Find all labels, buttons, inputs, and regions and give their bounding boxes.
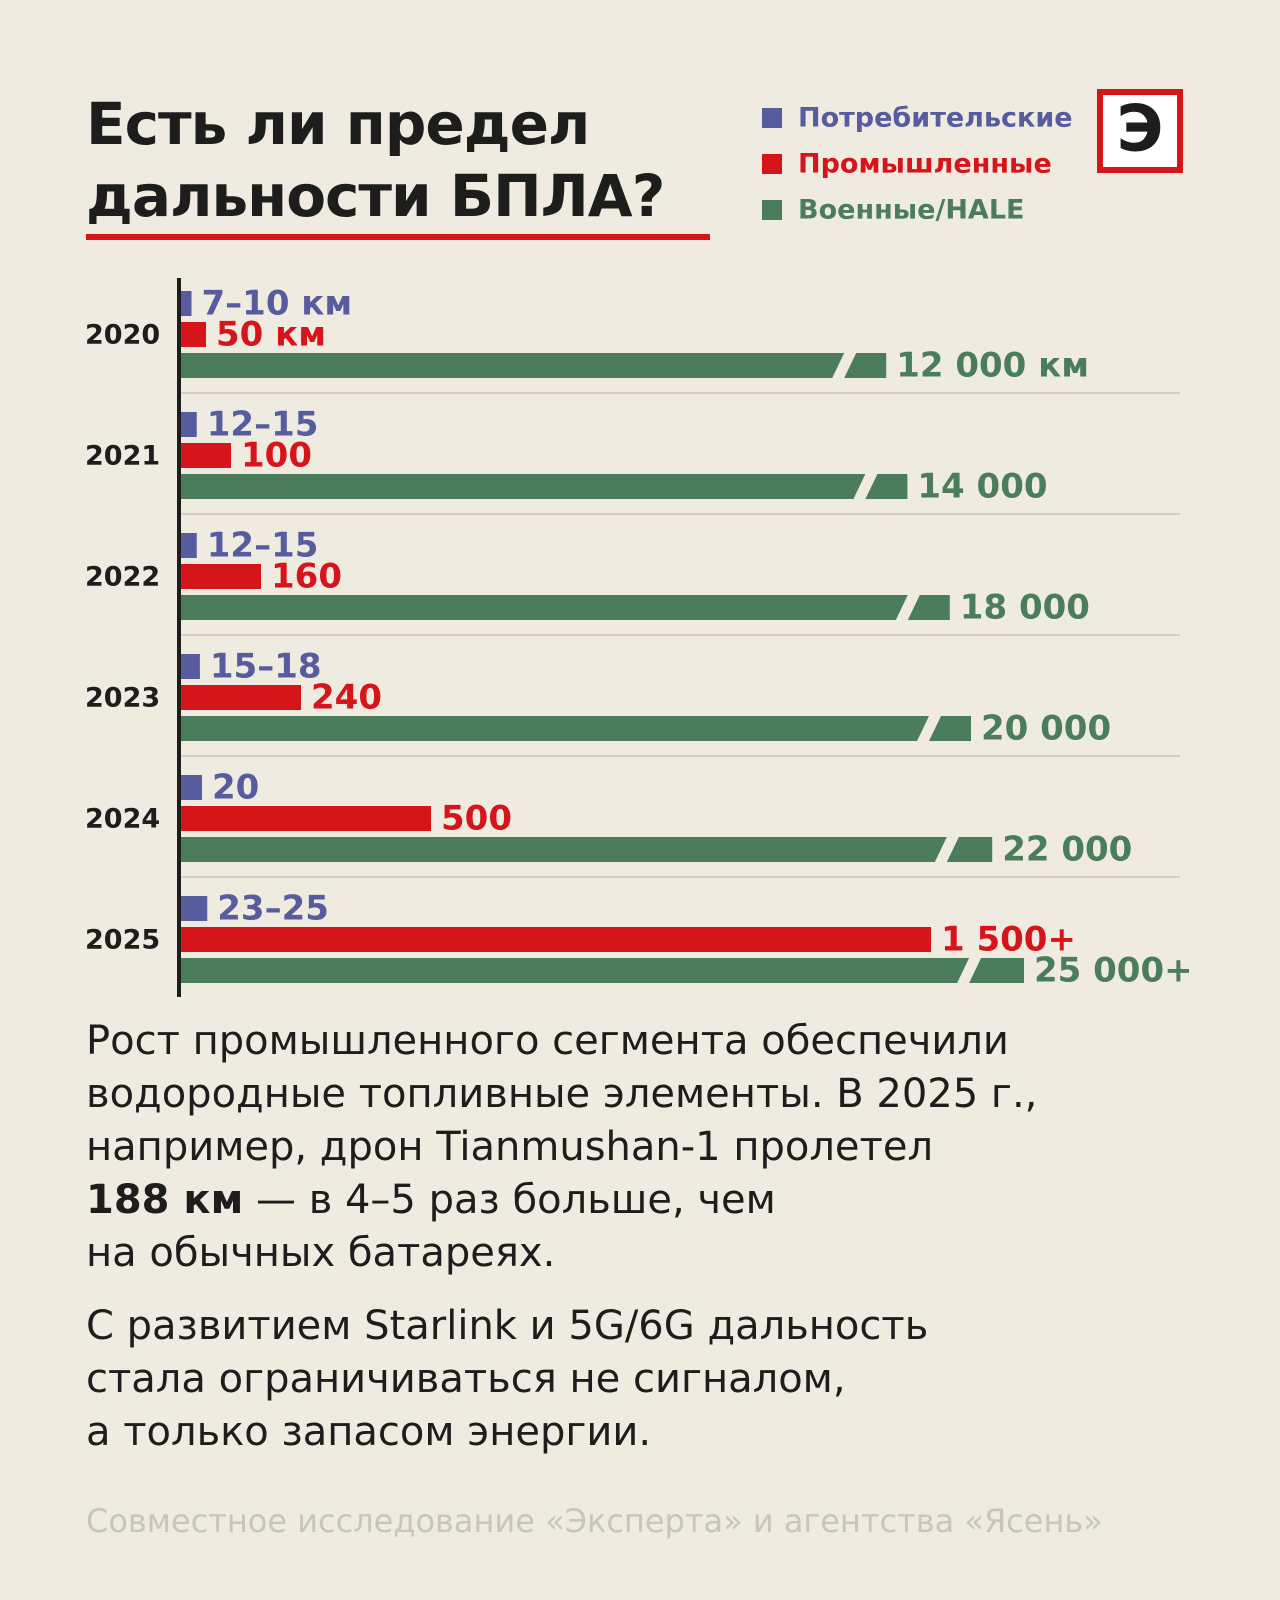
value-label: 100 bbox=[241, 436, 312, 476]
value-label: 7–10 км bbox=[202, 284, 353, 324]
bar bbox=[181, 322, 206, 347]
title-line: дальности БПЛА? bbox=[86, 162, 664, 230]
value-label: 240 bbox=[311, 678, 382, 718]
y-category-label: 2020 bbox=[85, 320, 160, 351]
logo-frame bbox=[1097, 89, 1183, 173]
value-label: 15–18 bbox=[210, 647, 322, 687]
bar bbox=[181, 353, 887, 378]
y-category-label: 2024 bbox=[85, 804, 160, 835]
axis-break bbox=[895, 595, 920, 620]
bar bbox=[181, 806, 431, 831]
note-line: на обычных батареях. bbox=[86, 1230, 555, 1276]
note-line: Рост промышленного сегмента обеспечили bbox=[86, 1018, 1009, 1064]
value-label: 23–25 bbox=[217, 889, 329, 929]
bar bbox=[181, 474, 908, 499]
note-line: водородные топливные элементы. В 2025 г.… bbox=[86, 1071, 1037, 1117]
title-line: Есть ли предел bbox=[86, 90, 589, 158]
bar bbox=[181, 958, 1024, 983]
axis-break bbox=[853, 474, 878, 499]
value-label: 14 000 bbox=[917, 467, 1047, 507]
legend-swatch bbox=[762, 154, 782, 174]
value-label: 22 000 bbox=[1002, 830, 1132, 870]
footer: Совместное исследование «Эксперта» и аге… bbox=[86, 1502, 1103, 1540]
bar bbox=[181, 896, 208, 921]
axis-break bbox=[957, 958, 982, 983]
note-line: 188 км — в 4–5 раз больше, чем bbox=[86, 1177, 776, 1223]
value-label: 1 500+ bbox=[941, 920, 1076, 960]
value-label: 50 км bbox=[216, 315, 326, 355]
bar bbox=[181, 927, 931, 952]
legend-label: Промышленные bbox=[798, 149, 1052, 180]
bar bbox=[181, 533, 197, 558]
bar bbox=[181, 716, 971, 741]
bar bbox=[181, 564, 261, 589]
note-line: стала ограничиваться не сигналом, bbox=[86, 1356, 846, 1402]
value-label: 160 bbox=[271, 557, 342, 597]
y-category-label: 2022 bbox=[85, 562, 160, 593]
value-label: 12–15 bbox=[207, 405, 319, 445]
value-label: 500 bbox=[441, 799, 512, 839]
logo: Э bbox=[1117, 93, 1164, 167]
value-label: 20 bbox=[212, 768, 259, 808]
y-category-label: 2023 bbox=[85, 683, 160, 714]
note-text: — в 4–5 раз больше, чем bbox=[243, 1177, 776, 1223]
legend-label: Военные/HALE bbox=[798, 195, 1024, 226]
bar bbox=[181, 654, 200, 679]
axis-break bbox=[832, 353, 857, 378]
axis-break bbox=[917, 716, 941, 741]
y-category-label: 2025 bbox=[85, 925, 160, 956]
bar bbox=[181, 291, 192, 316]
bar bbox=[181, 775, 202, 800]
legend-swatch bbox=[762, 108, 782, 128]
note-line: например, дрон Tianmushan-1 пролетел bbox=[86, 1124, 933, 1170]
value-label: 12–15 bbox=[207, 526, 319, 566]
value-label: 20 000 bbox=[981, 709, 1111, 749]
legend-swatch bbox=[762, 200, 782, 220]
y-category-label: 2021 bbox=[85, 441, 160, 472]
axis-break bbox=[934, 837, 959, 862]
bar bbox=[181, 595, 950, 620]
bar bbox=[181, 685, 301, 710]
legend-label: Потребительские bbox=[798, 103, 1073, 134]
note-line: С развитием Starlink и 5G/6G дальность bbox=[86, 1303, 928, 1349]
bar bbox=[181, 443, 231, 468]
value-label: 18 000 bbox=[960, 588, 1090, 628]
title-underline bbox=[86, 234, 710, 240]
bar bbox=[181, 837, 993, 862]
value-label: 25 000+ bbox=[1034, 951, 1193, 991]
value-label: 12 000 км bbox=[896, 346, 1089, 386]
note-bold: 188 км bbox=[86, 1177, 243, 1223]
note-line: а только запасом энергии. bbox=[86, 1409, 651, 1455]
bar bbox=[181, 412, 197, 437]
